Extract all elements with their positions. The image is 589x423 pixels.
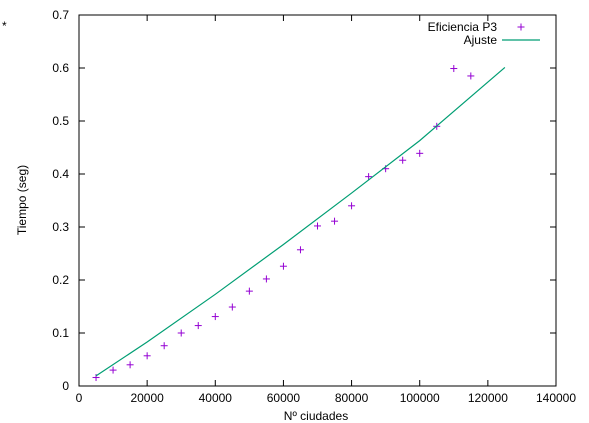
data-point	[109, 366, 117, 374]
legend-marker-sample	[517, 23, 525, 31]
ticks: 0 20000 40000 60000 80000 100000 120000 140000 0…	[52, 8, 576, 405]
data-point	[348, 202, 356, 210]
y-axis-label: Tiempo (seg)	[15, 165, 29, 235]
y-tick-label: 0.5	[52, 114, 69, 128]
data-point	[143, 352, 151, 360]
data-point	[211, 313, 219, 321]
x-tick-label: 140000	[536, 391, 576, 405]
y-tick-label: 0.2	[52, 273, 69, 287]
data-point	[177, 329, 185, 337]
x-tick-label: 20000	[130, 391, 164, 405]
data-point	[450, 65, 458, 73]
legend-label: Ajuste	[464, 33, 498, 47]
x-tick-label: 0	[76, 391, 83, 405]
data-point	[126, 361, 134, 369]
data-point	[296, 246, 304, 254]
y-tick-label: 0.4	[52, 167, 69, 181]
y-tick-label: 0.1	[52, 326, 69, 340]
data-point	[262, 275, 270, 283]
legend-label: Eficiencia P3	[428, 20, 498, 34]
x-tick-label: 120000	[468, 391, 508, 405]
y-tick-label: 0.7	[52, 8, 69, 22]
fit-line	[95, 67, 506, 377]
x-tick-label: 80000	[335, 391, 369, 405]
data-point	[467, 72, 475, 80]
data-point	[314, 222, 321, 230]
corner-mark: *	[2, 19, 7, 33]
x-tick-label: 40000	[199, 391, 233, 405]
data-point	[228, 303, 236, 311]
data-point	[279, 262, 287, 270]
data-point	[399, 156, 407, 164]
data-point	[160, 342, 168, 350]
data-point	[194, 322, 202, 330]
y-tick-label: 0.3	[52, 220, 69, 234]
x-tick-label: 100000	[400, 391, 440, 405]
series	[92, 65, 506, 382]
data-point	[416, 149, 424, 157]
data-point	[331, 217, 339, 225]
y-tick-label: 0.6	[52, 61, 69, 75]
data-point	[365, 173, 373, 181]
data-point	[92, 374, 100, 382]
x-tick-label: 60000	[267, 391, 301, 405]
axes	[78, 14, 557, 387]
y-tick-label: 0	[62, 379, 69, 393]
plot-frame	[78, 14, 557, 387]
data-point	[245, 287, 253, 295]
x-axis-label: Nº ciudades	[284, 409, 348, 423]
